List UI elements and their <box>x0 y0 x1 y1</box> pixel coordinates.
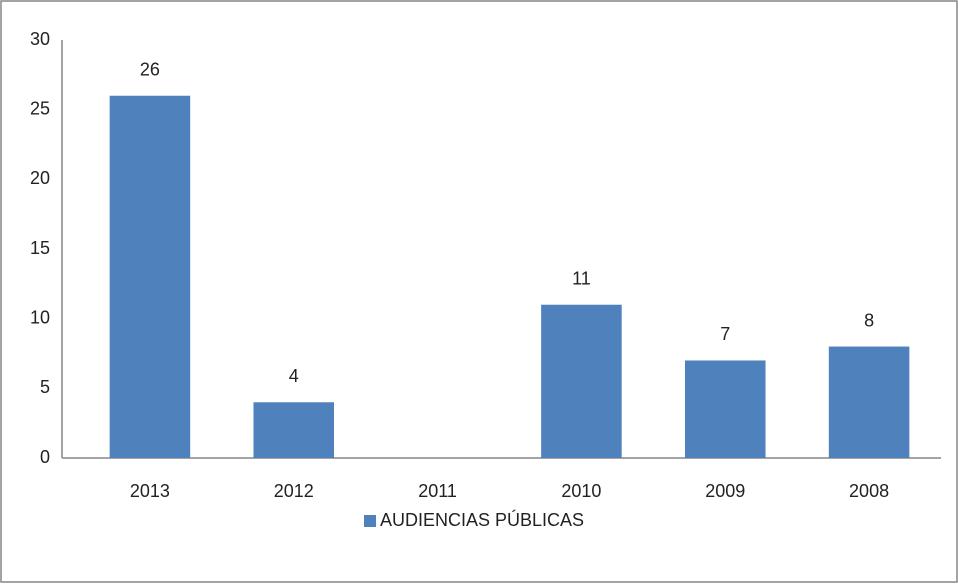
y-tick-label: 15 <box>30 238 50 258</box>
data-label: 8 <box>864 310 874 330</box>
y-tick-label: 5 <box>40 377 50 397</box>
x-tick-label: 2012 <box>274 481 314 501</box>
x-tick-label: 2010 <box>561 481 601 501</box>
data-label: 26 <box>140 59 160 79</box>
bar <box>109 95 191 458</box>
bar <box>828 346 910 458</box>
bar <box>684 360 766 458</box>
y-tick-label: 0 <box>40 447 50 467</box>
x-tick-label: 2008 <box>849 481 889 501</box>
legend-label: AUDIENCIAS PÚBLICAS <box>380 509 584 530</box>
bar <box>253 402 335 458</box>
y-tick-label: 30 <box>30 29 50 49</box>
y-tick-label: 20 <box>30 168 50 188</box>
legend-swatch <box>364 515 376 527</box>
y-tick-label: 25 <box>30 98 50 118</box>
bar <box>541 304 622 458</box>
x-tick-label: 2011 <box>418 481 457 501</box>
y-tick-label: 10 <box>30 307 50 327</box>
x-tick-label: 2009 <box>705 481 745 501</box>
data-label: 7 <box>720 324 730 344</box>
x-tick-label: 2013 <box>130 481 170 501</box>
data-label: 11 <box>572 268 591 288</box>
data-label: 4 <box>289 366 299 386</box>
